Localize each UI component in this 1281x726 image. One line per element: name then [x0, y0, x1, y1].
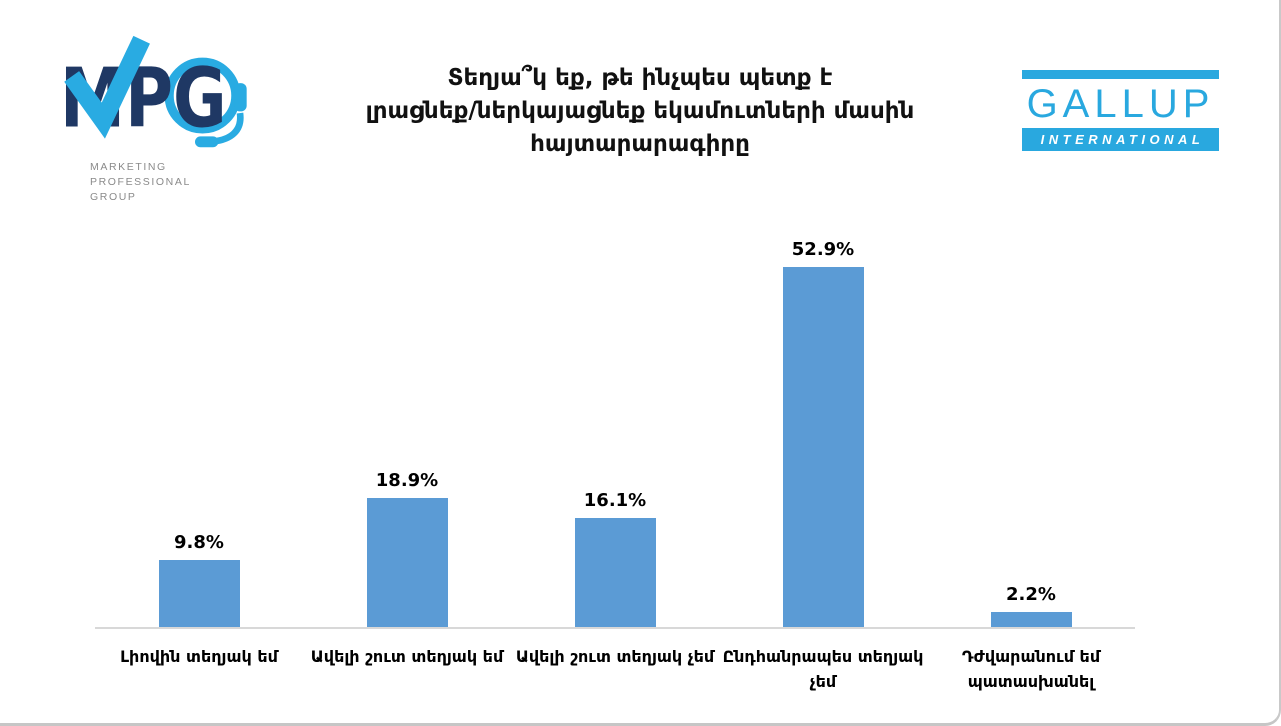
mpg-logo: MPG MARKETING PROFESSIONAL GROUP [50, 33, 260, 205]
bar-value-label: 16.1% [583, 489, 647, 511]
category-label: Լիովին տեղյակ եմ [120, 647, 278, 666]
mpg-subtitle-line: PROFESSIONAL [90, 176, 191, 188]
bar-value-label: 2.2% [1006, 584, 1056, 606]
bar-value-label: 18.9% [375, 470, 439, 492]
gallup-name: GALLUP [1026, 82, 1215, 126]
chart-title: Տեղյա՞կ եք, թե ինչպես պետք է լրացնեք/ներ… [300, 62, 980, 161]
chart-title-line: լրացնեք/ներկայացնեք եկամուտների մասին [365, 98, 915, 124]
bar-slot: 18.9% [303, 219, 511, 627]
gallup-logo: GALLUP INTERNATIONAL [1022, 70, 1219, 151]
bar-slot: 2.2% [927, 219, 1135, 627]
bar-chart: 9.8% 18.9% 16.1% 52.9% 2.2% [95, 219, 1135, 627]
chart-title-line: Տեղյա՞կ եք, թե ինչպես պետք է [447, 65, 833, 91]
bar-value-label: 9.8% [174, 532, 224, 554]
headset-earpiece-icon [234, 83, 247, 112]
bar-slot: 9.8% [95, 219, 303, 627]
headset-mic-icon [195, 136, 219, 148]
category-label: Դժվարանում եմ պատասխանել [961, 647, 1101, 691]
bar [366, 498, 448, 627]
mpg-subtitle-line: MARKETING [90, 161, 167, 173]
bar [990, 612, 1072, 627]
mpg-subtitle-line: GROUP [90, 191, 137, 203]
bar-value-label: 52.9% [791, 239, 855, 261]
bar [782, 267, 864, 627]
bar [574, 517, 656, 627]
gallup-topbar [1022, 70, 1219, 79]
category-label: Ընդհանրապես տեղյակ չեմ [722, 647, 924, 691]
category-labels: Լիովին տեղյակ եմ Ավելի շուտ տեղյակ եմ Ավել… [95, 644, 1135, 694]
x-axis-line [95, 627, 1135, 629]
category-label: Ավելի շուտ տեղյակ եմ [310, 647, 504, 666]
bar-slot: 52.9% [719, 219, 927, 627]
checkmark-icon [64, 35, 150, 139]
chart-title-line: հայտարարագիրը [530, 131, 750, 157]
bar [158, 560, 240, 627]
bar-slot: 16.1% [511, 219, 719, 627]
category-label: Ավելի շուտ տեղյակ չեմ [515, 647, 715, 666]
mpg-logo-icon: MPG [60, 35, 247, 148]
gallup-subtitle: INTERNATIONAL [1022, 128, 1219, 151]
